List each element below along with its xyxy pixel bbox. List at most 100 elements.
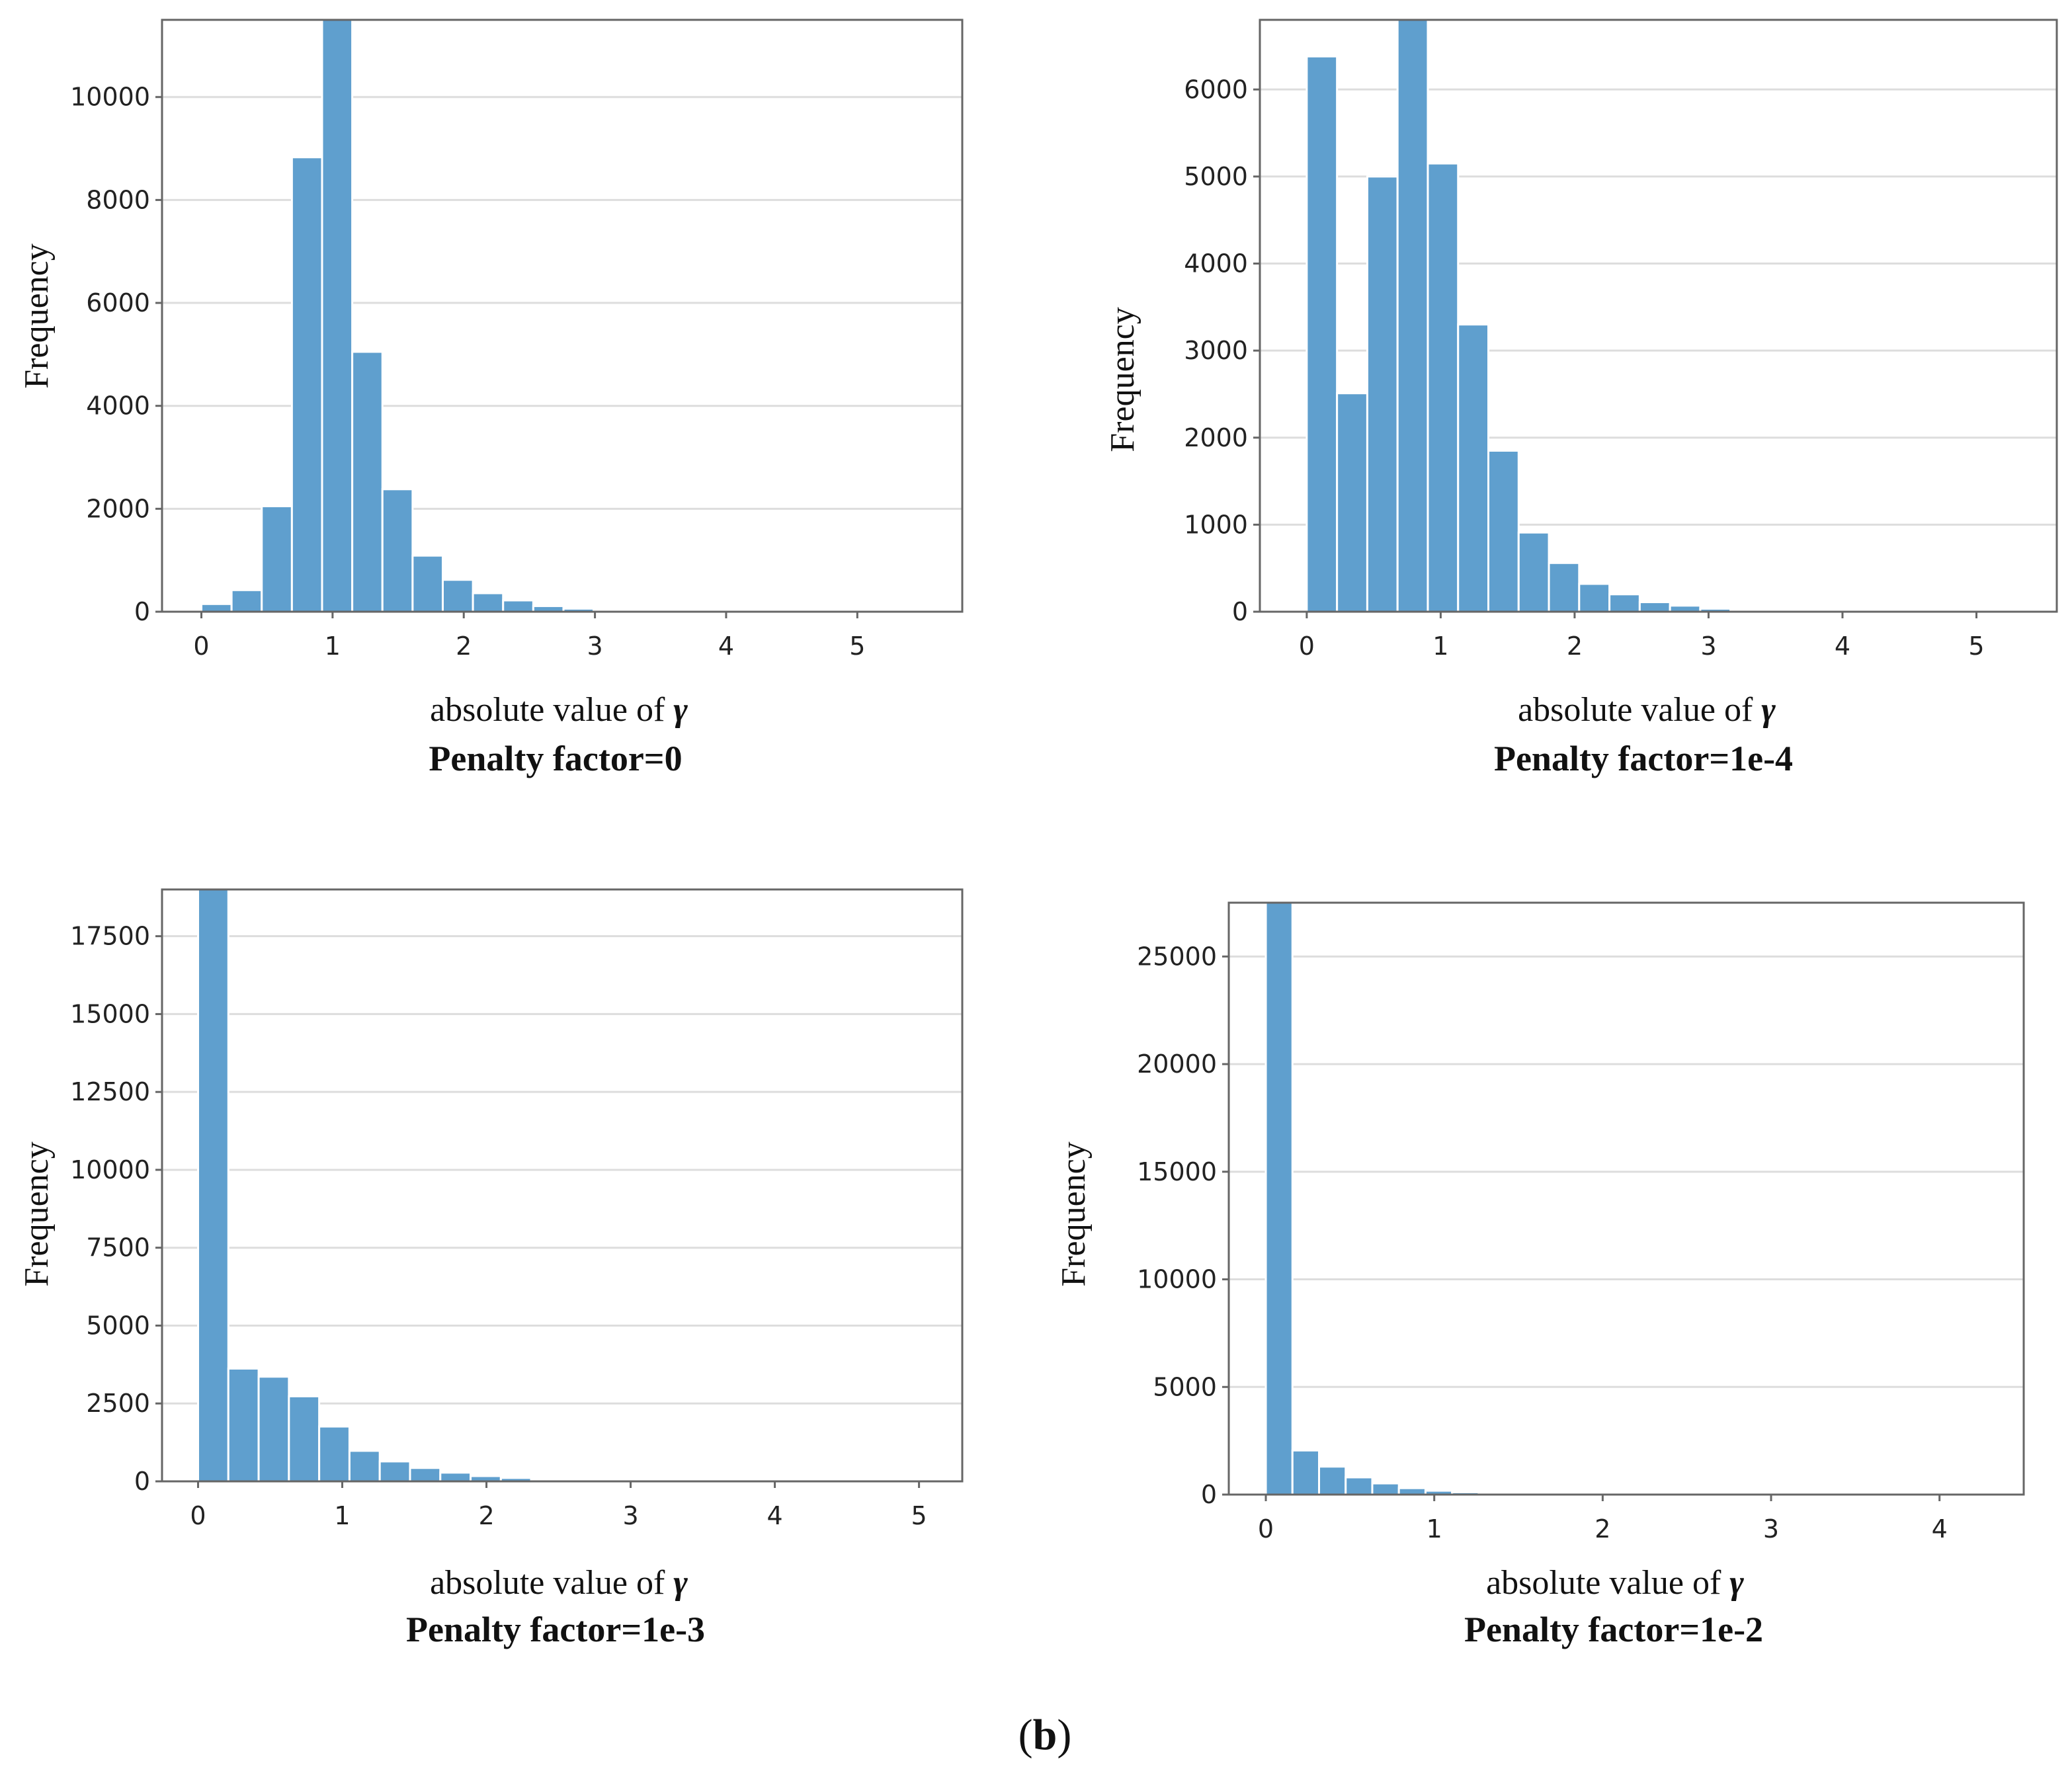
gamma-symbol: γ [673,1564,688,1602]
y-tick-label: 4000 [86,391,150,421]
y-tick-label: 15000 [1137,1157,1217,1186]
x-tick-label: 1 [334,1501,350,1530]
x-axis-label: absolute value of γ [430,691,688,729]
plot-frame [1227,901,2025,1496]
histogram-bar [409,1467,442,1483]
y-tick-labels: 0 2000 4000 6000 8000 10000 [70,83,162,626]
histogram-bar [1608,593,1641,613]
x-axis-label: absolute value of γ [1518,691,1776,729]
y-tick-label: 5000 [1184,162,1248,191]
gamma-symbol: γ [673,691,688,729]
y-tick-label: 6000 [86,288,150,317]
y-tick-label: 15000 [70,999,150,1028]
x-tick-label: 3 [587,632,602,661]
y-tick-label: 10000 [70,1155,150,1184]
y-tick-labels: 0 5000 10000 15000 20000 25000 [1137,942,1229,1509]
x-tick-label: 3 [1763,1514,1779,1544]
figure-label-close: ) [1057,1711,1071,1759]
y-tick-label: 7500 [86,1233,150,1262]
histogram-bar [1305,55,1339,613]
x-tick-label: 4 [1932,1514,1948,1544]
x-tick-labels: 0 1 2 3 4 5 [193,612,865,661]
histogram-bar [502,599,534,613]
x-tick-label: 3 [622,1501,638,1530]
histogram-bar [381,488,414,613]
bar-series [1305,19,1762,613]
y-tick-label: 1000 [1184,510,1248,539]
plot-frame [161,888,964,1483]
grid [1229,955,2024,1388]
histogram-bar [439,1471,472,1483]
histogram-bar [227,1367,260,1483]
y-tick-label: 10000 [70,83,150,112]
figure-label-letter: b [1033,1711,1057,1759]
x-tick-label: 0 [1299,632,1315,661]
plot-frame [1259,19,2058,613]
y-tick-label: 0 [1232,597,1248,626]
y-tick-label: 2000 [1184,423,1248,452]
x-tick-labels: 0 1 2 3 4 5 [190,1481,927,1530]
histogram-bar [348,1450,381,1483]
grid [162,96,962,510]
histogram-bar [318,1425,351,1483]
x-tick-labels: 0 1 2 3 4 [1258,1495,1948,1544]
histogram-bar [1291,1449,1320,1496]
y-tick-label: 2500 [86,1389,150,1418]
panel-caption: Penalty factor=1e-2 [1464,1610,1763,1649]
y-tick-label: 17500 [70,922,150,951]
y-tick-label: 0 [134,597,150,626]
x-tick-label: 4 [1835,632,1850,661]
y-tick-label: 0 [134,1467,150,1496]
figure-label-open: ( [1018,1711,1033,1759]
x-tick-label: 0 [193,632,209,661]
x-axis-label: absolute value of γ [1486,1564,1744,1602]
histogram-bar [230,589,263,613]
histogram-bar [1487,450,1520,613]
x-tick-label: 2 [456,632,472,661]
y-tick-label: 2000 [86,494,150,523]
y-axis-label: Frequency [18,1141,56,1286]
histogram-bar [1427,162,1460,613]
gamma-symbol: γ [1729,1564,1744,1602]
x-tick-label: 1 [1427,1514,1442,1544]
panel-caption: Penalty factor=1e-4 [1494,739,1793,778]
y-tick-label: 4000 [1184,249,1248,278]
y-tick-label: 20000 [1137,1050,1217,1079]
histogram-bar [351,350,384,613]
panel-caption: Penalty factor=1e-3 [406,1610,705,1649]
y-tick-label: 12500 [70,1077,150,1106]
x-tick-label: 4 [718,632,734,661]
chart-panel-penalty-1e-4: 0 1000 2000 3000 4000 5000 6000 0 1 2 3 4 5 Frequen… [1104,19,2058,778]
grid [162,935,962,1405]
x-tick-label: 1 [1432,632,1448,661]
x-tick-label: 2 [1567,632,1583,661]
figure-label: (b) [1018,1711,1072,1759]
histogram-bar [261,505,293,613]
histogram-bar [321,19,354,613]
histogram-bar [1638,601,1671,613]
x-tick-label: 1 [325,632,341,661]
histogram-bar [1517,531,1550,613]
x-tick-label: 0 [1258,1514,1274,1544]
histogram-bar [1548,561,1581,613]
histogram-bar [1457,323,1490,613]
y-axis-label: Frequency [18,243,56,388]
bar-series [1264,901,1560,1496]
histogram-bar [257,1376,290,1483]
histogram-bar [1336,392,1368,613]
y-tick-label: 25000 [1137,942,1217,971]
x-tick-label: 5 [911,1501,927,1530]
x-tick-label: 5 [849,632,865,661]
y-tick-labels: 0 2500 5000 7500 10000 12500 15000 17500 [70,922,162,1496]
x-axis-label-text: absolute value of [430,691,665,729]
histogram-bar [200,602,233,613]
y-tick-label: 8000 [86,185,150,214]
histogram-bar [1371,1482,1400,1496]
x-tick-label: 0 [190,1501,206,1530]
y-tick-label: 5000 [86,1311,150,1340]
y-tick-label: 6000 [1184,75,1248,104]
x-tick-label: 2 [478,1501,494,1530]
bar-series [200,19,685,613]
